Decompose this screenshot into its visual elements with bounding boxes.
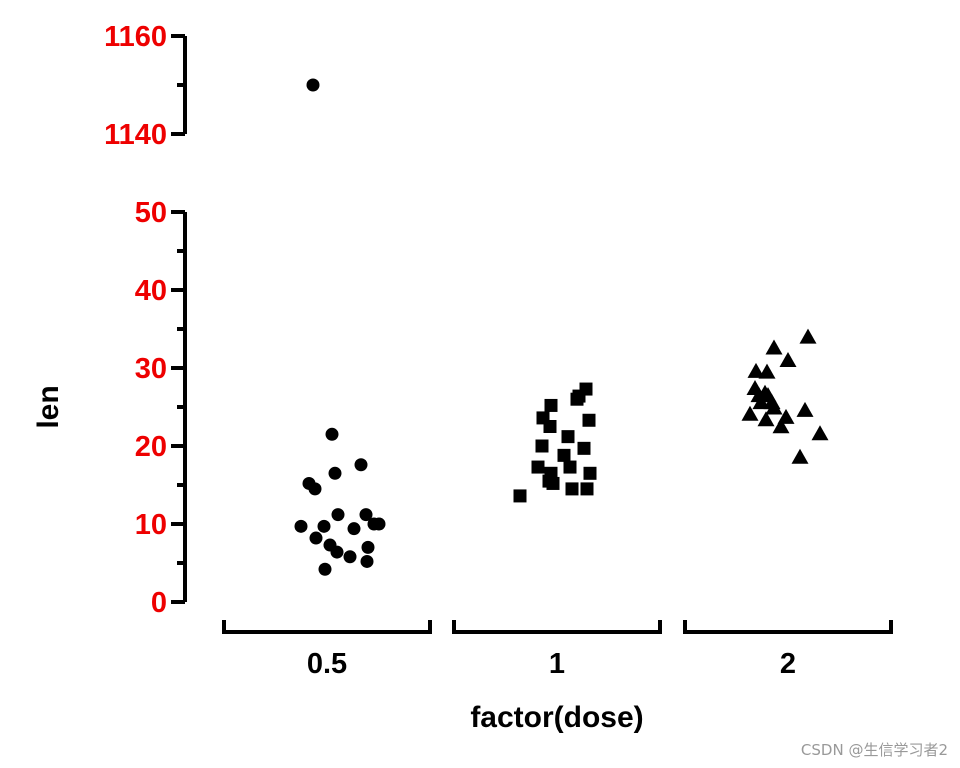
point-triangle xyxy=(741,405,759,421)
point-triangle xyxy=(772,418,790,434)
point-circle xyxy=(306,78,320,92)
y-tick-label: 50 xyxy=(135,197,167,229)
x-tick-label: 0.5 xyxy=(307,648,347,680)
point-circle xyxy=(309,531,323,545)
point-circle xyxy=(360,554,374,568)
point-circle xyxy=(317,519,331,533)
point-circle xyxy=(325,427,339,441)
point-square xyxy=(531,460,545,474)
point-square xyxy=(565,482,579,496)
point-square xyxy=(583,466,597,480)
data-points xyxy=(294,78,829,576)
point-circle xyxy=(359,508,373,522)
point-square xyxy=(544,466,558,480)
y-axis-upper: 1140 1160 xyxy=(104,21,187,151)
point-triangle xyxy=(747,362,765,378)
point-triangle xyxy=(758,363,776,379)
point-circle xyxy=(372,517,386,531)
point-triangle xyxy=(796,401,814,417)
y-tick-label: 20 xyxy=(135,431,167,463)
point-square xyxy=(561,430,575,444)
x-tick-label: 2 xyxy=(780,648,796,680)
x-category-bracket xyxy=(222,620,432,634)
point-triangle xyxy=(791,448,809,464)
point-circle xyxy=(330,545,344,559)
point-circle xyxy=(308,482,322,496)
y-axis-title: len xyxy=(32,385,65,428)
y-tick-label: 30 xyxy=(135,353,167,385)
point-triangle xyxy=(777,408,795,424)
y-tick-label: 10 xyxy=(135,509,167,541)
point-triangle xyxy=(757,411,775,427)
y-tick-label: 0 xyxy=(151,587,167,619)
point-square xyxy=(546,476,560,490)
point-circle xyxy=(361,540,375,554)
point-square xyxy=(544,398,558,412)
point-square xyxy=(577,441,591,455)
y-tick-label: 1160 xyxy=(104,21,167,53)
point-triangle xyxy=(765,339,783,355)
point-circle xyxy=(331,508,345,522)
point-circle xyxy=(354,458,368,472)
point-triangle xyxy=(811,425,829,441)
point-square xyxy=(563,460,577,474)
y-tick-label: 1140 xyxy=(104,119,167,151)
point-square xyxy=(582,413,596,427)
point-circle xyxy=(347,522,361,536)
point-triangle xyxy=(779,351,797,367)
x-axis-title: factor(dose) xyxy=(470,701,643,734)
point-square xyxy=(580,482,594,496)
x-category-bracket xyxy=(452,620,662,634)
point-square xyxy=(557,448,571,462)
point-circle xyxy=(328,466,342,480)
x-tick-label: 1 xyxy=(549,648,565,680)
point-triangle xyxy=(799,328,817,344)
point-triangle xyxy=(765,399,783,415)
point-circle xyxy=(318,562,332,576)
y-tick-label: 40 xyxy=(135,275,167,307)
x-category-bracket xyxy=(683,620,893,634)
y-axis-lower: 0 10 20 30 40 50 xyxy=(135,197,187,619)
point-square xyxy=(513,489,527,503)
point-square xyxy=(543,420,557,433)
point-circle xyxy=(343,550,357,564)
watermark: CSDN @生信学习者2 xyxy=(800,741,948,759)
point-circle xyxy=(294,519,308,533)
point-square xyxy=(579,382,593,396)
point-square xyxy=(535,439,549,453)
x-axis: 0.5 1 2 xyxy=(222,620,893,680)
